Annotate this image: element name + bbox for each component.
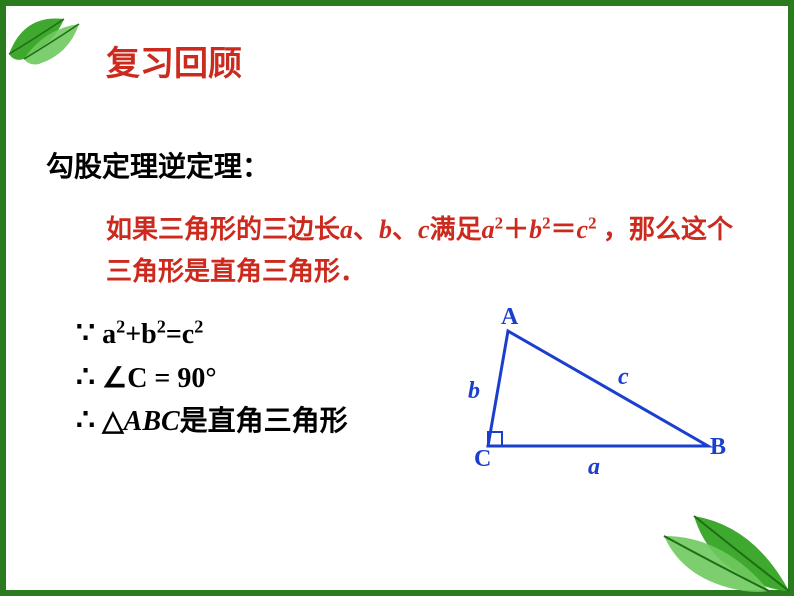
because-symbol: ∵ bbox=[76, 317, 95, 350]
theorem-text-2: 满足 bbox=[430, 215, 482, 244]
p1-b: +b bbox=[125, 319, 157, 350]
eq-eq: ＝ bbox=[551, 215, 577, 244]
vertex-C: C bbox=[474, 446, 491, 473]
slide-content: 复习回顾 勾股定理逆定理： 如果三角形的三边长a、b、c满足a2＋b2＝c2 ，… bbox=[6, 6, 788, 590]
p2-text: ∠C = 90° bbox=[95, 363, 216, 394]
vertex-B: B bbox=[710, 434, 726, 461]
therefore-symbol-2: ∴ bbox=[76, 404, 95, 437]
sep1: 、 bbox=[353, 215, 379, 244]
var-b: b bbox=[379, 215, 392, 244]
sep2: 、 bbox=[392, 215, 418, 244]
eq-c: c bbox=[577, 215, 589, 244]
p3-abc: ABC bbox=[124, 406, 180, 437]
side-c: c bbox=[618, 364, 629, 391]
p3-pre: △ bbox=[95, 406, 124, 437]
eq-a: a bbox=[482, 215, 495, 244]
p1-s3: 2 bbox=[194, 317, 203, 337]
p1-s2: 2 bbox=[157, 317, 166, 337]
side-a: a bbox=[588, 454, 600, 481]
eq-c-sq: 2 bbox=[588, 213, 596, 232]
var-c: c bbox=[418, 215, 430, 244]
theorem-title: 勾股定理逆定理： bbox=[46, 145, 748, 185]
triangle-shape bbox=[488, 331, 708, 446]
var-a: a bbox=[340, 215, 353, 244]
vertex-A: A bbox=[501, 304, 518, 331]
p3-post: 是直角三角形 bbox=[180, 406, 348, 437]
eq-b-sq: 2 bbox=[542, 213, 550, 232]
triangle-diagram: A B C a b c bbox=[448, 306, 728, 486]
p1-c: =c bbox=[166, 319, 194, 350]
p1-s1: 2 bbox=[116, 317, 125, 337]
side-b: b bbox=[468, 378, 480, 405]
theorem-text-1: 如果三角形的三边长 bbox=[106, 215, 340, 244]
eq-b: b bbox=[529, 215, 542, 244]
section-heading: 复习回顾 bbox=[106, 36, 748, 85]
therefore-symbol-1: ∴ bbox=[76, 361, 95, 394]
eq-plus: ＋ bbox=[503, 215, 529, 244]
p1-a: a bbox=[95, 319, 116, 350]
theorem-statement: 如果三角形的三边长a、b、c满足a2＋b2＝c2 ，那么这个三角形是直角三角形． bbox=[106, 209, 746, 292]
eq-a-sq: 2 bbox=[495, 213, 503, 232]
